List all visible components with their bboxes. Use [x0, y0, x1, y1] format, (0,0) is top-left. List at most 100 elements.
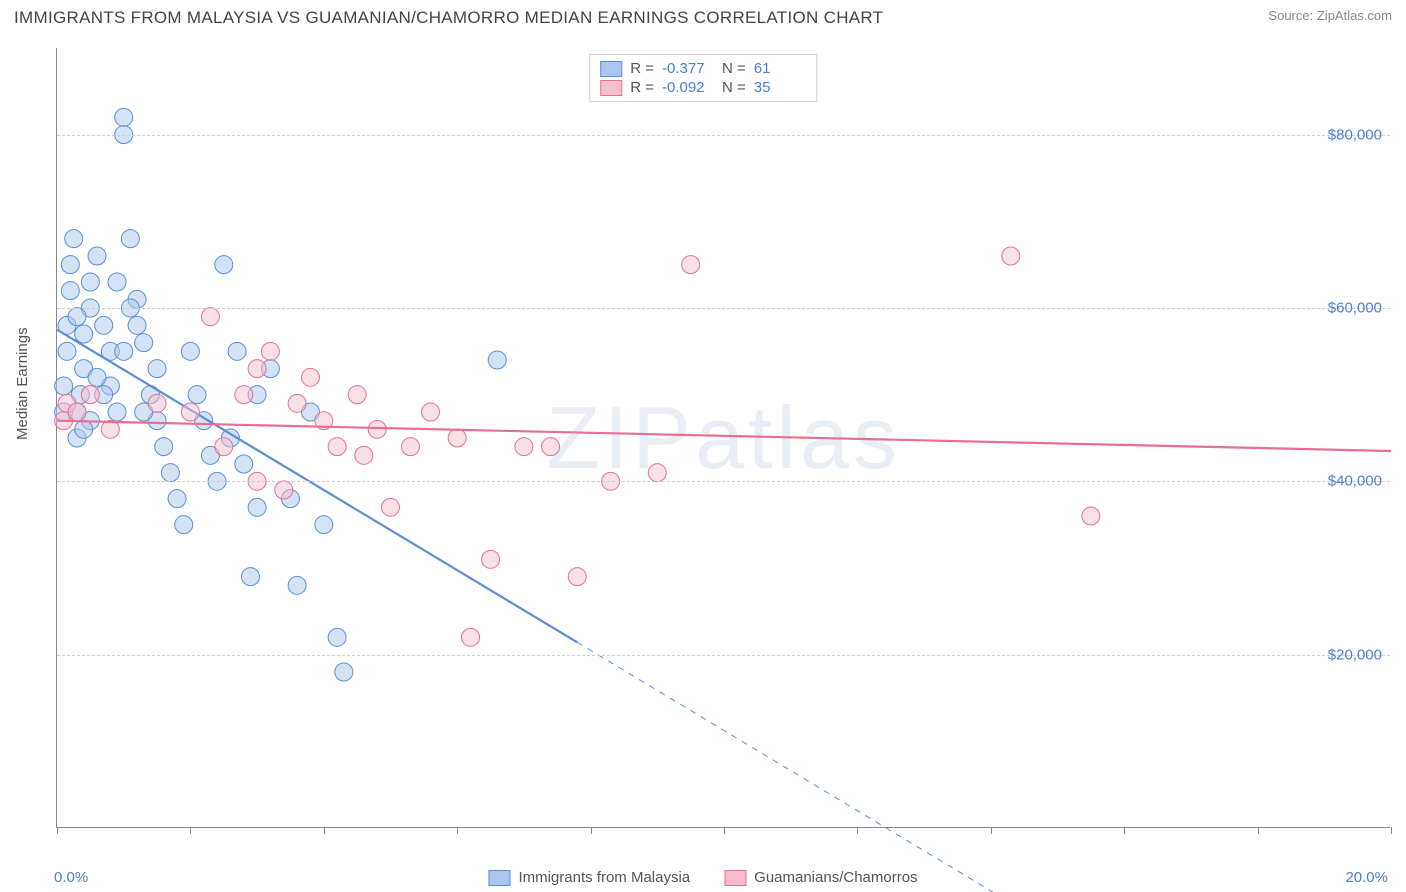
data-point — [88, 368, 106, 386]
legend-r-label: R = — [630, 60, 654, 77]
x-tick — [1124, 827, 1125, 834]
data-point — [81, 386, 99, 404]
data-point — [515, 438, 533, 456]
data-point — [215, 438, 233, 456]
data-point — [115, 108, 133, 126]
data-point — [135, 334, 153, 352]
data-point — [288, 394, 306, 412]
legend-row: R = -0.377 N = 61 — [600, 59, 806, 78]
data-point — [55, 377, 73, 395]
x-axis-min-label: 0.0% — [54, 869, 88, 886]
y-tick-label: $80,000 — [1328, 126, 1382, 143]
x-tick — [1391, 827, 1392, 834]
data-point — [81, 273, 99, 291]
data-point — [215, 256, 233, 274]
legend-n-value: 61 — [754, 60, 806, 77]
data-point — [68, 308, 86, 326]
legend-swatch — [600, 80, 622, 96]
data-point — [148, 360, 166, 378]
data-point — [542, 438, 560, 456]
data-point — [188, 386, 206, 404]
data-point — [128, 316, 146, 334]
x-tick — [991, 827, 992, 834]
data-point — [301, 368, 319, 386]
data-point — [155, 438, 173, 456]
data-point — [382, 498, 400, 516]
data-point — [75, 325, 93, 343]
legend-r-value: -0.092 — [662, 79, 714, 96]
x-tick — [724, 827, 725, 834]
data-point — [368, 420, 386, 438]
data-point — [121, 230, 139, 248]
data-point — [248, 498, 266, 516]
data-point — [108, 273, 126, 291]
data-point — [448, 429, 466, 447]
data-point — [228, 342, 246, 360]
data-point — [115, 342, 133, 360]
data-point — [68, 403, 86, 421]
data-point — [261, 342, 279, 360]
y-tick-label: $40,000 — [1328, 473, 1382, 490]
data-point — [488, 351, 506, 369]
legend-r-value: -0.377 — [662, 60, 714, 77]
scatter-plot — [57, 48, 1390, 827]
data-point — [61, 256, 79, 274]
gridline — [57, 308, 1390, 309]
legend-n-label: N = — [722, 79, 746, 96]
data-point — [315, 516, 333, 534]
trend-line — [57, 421, 1391, 451]
data-point — [355, 446, 373, 464]
data-point — [95, 316, 113, 334]
legend-swatch — [600, 61, 622, 77]
data-point — [241, 568, 259, 586]
legend-series-name: Immigrants from Malaysia — [518, 869, 690, 886]
data-point — [235, 455, 253, 473]
x-tick — [591, 827, 592, 834]
x-tick — [457, 827, 458, 834]
gridline — [57, 655, 1390, 656]
data-point — [65, 230, 83, 248]
data-point — [275, 481, 293, 499]
chart-title: IMMIGRANTS FROM MALAYSIA VS GUAMANIAN/CH… — [14, 8, 883, 28]
legend-n-label: N = — [722, 60, 746, 77]
data-point — [682, 256, 700, 274]
data-point — [648, 464, 666, 482]
x-tick — [190, 827, 191, 834]
y-tick-label: $20,000 — [1328, 646, 1382, 663]
trend-line-extrapolated — [577, 642, 1391, 892]
data-point — [335, 663, 353, 681]
legend-r-label: R = — [630, 79, 654, 96]
x-axis-max-label: 20.0% — [1345, 869, 1388, 886]
data-point — [108, 403, 126, 421]
legend-item: Guamanians/Chamorros — [724, 869, 917, 886]
legend-swatch — [724, 870, 746, 886]
legend-series-name: Guamanians/Chamorros — [754, 869, 917, 886]
data-point — [235, 386, 253, 404]
x-tick — [857, 827, 858, 834]
data-point — [348, 386, 366, 404]
data-point — [482, 550, 500, 568]
data-point — [88, 247, 106, 265]
data-point — [328, 628, 346, 646]
data-point — [168, 490, 186, 508]
data-point — [248, 360, 266, 378]
data-point — [61, 282, 79, 300]
data-point — [201, 308, 219, 326]
data-point — [1082, 507, 1100, 525]
legend-row: R = -0.092 N = 35 — [600, 78, 806, 97]
data-point — [181, 342, 199, 360]
legend-swatch — [488, 870, 510, 886]
x-tick — [57, 827, 58, 834]
gridline — [57, 135, 1390, 136]
data-point — [288, 576, 306, 594]
x-tick — [1258, 827, 1259, 834]
data-point — [148, 394, 166, 412]
data-point — [75, 420, 93, 438]
data-point — [422, 403, 440, 421]
source-label: Source: — [1268, 8, 1313, 23]
data-point — [1002, 247, 1020, 265]
data-point — [328, 438, 346, 456]
legend-n-value: 35 — [754, 79, 806, 96]
legend-correlation: R = -0.377 N = 61 R = -0.092 N = 35 — [589, 54, 817, 102]
data-point — [161, 464, 179, 482]
